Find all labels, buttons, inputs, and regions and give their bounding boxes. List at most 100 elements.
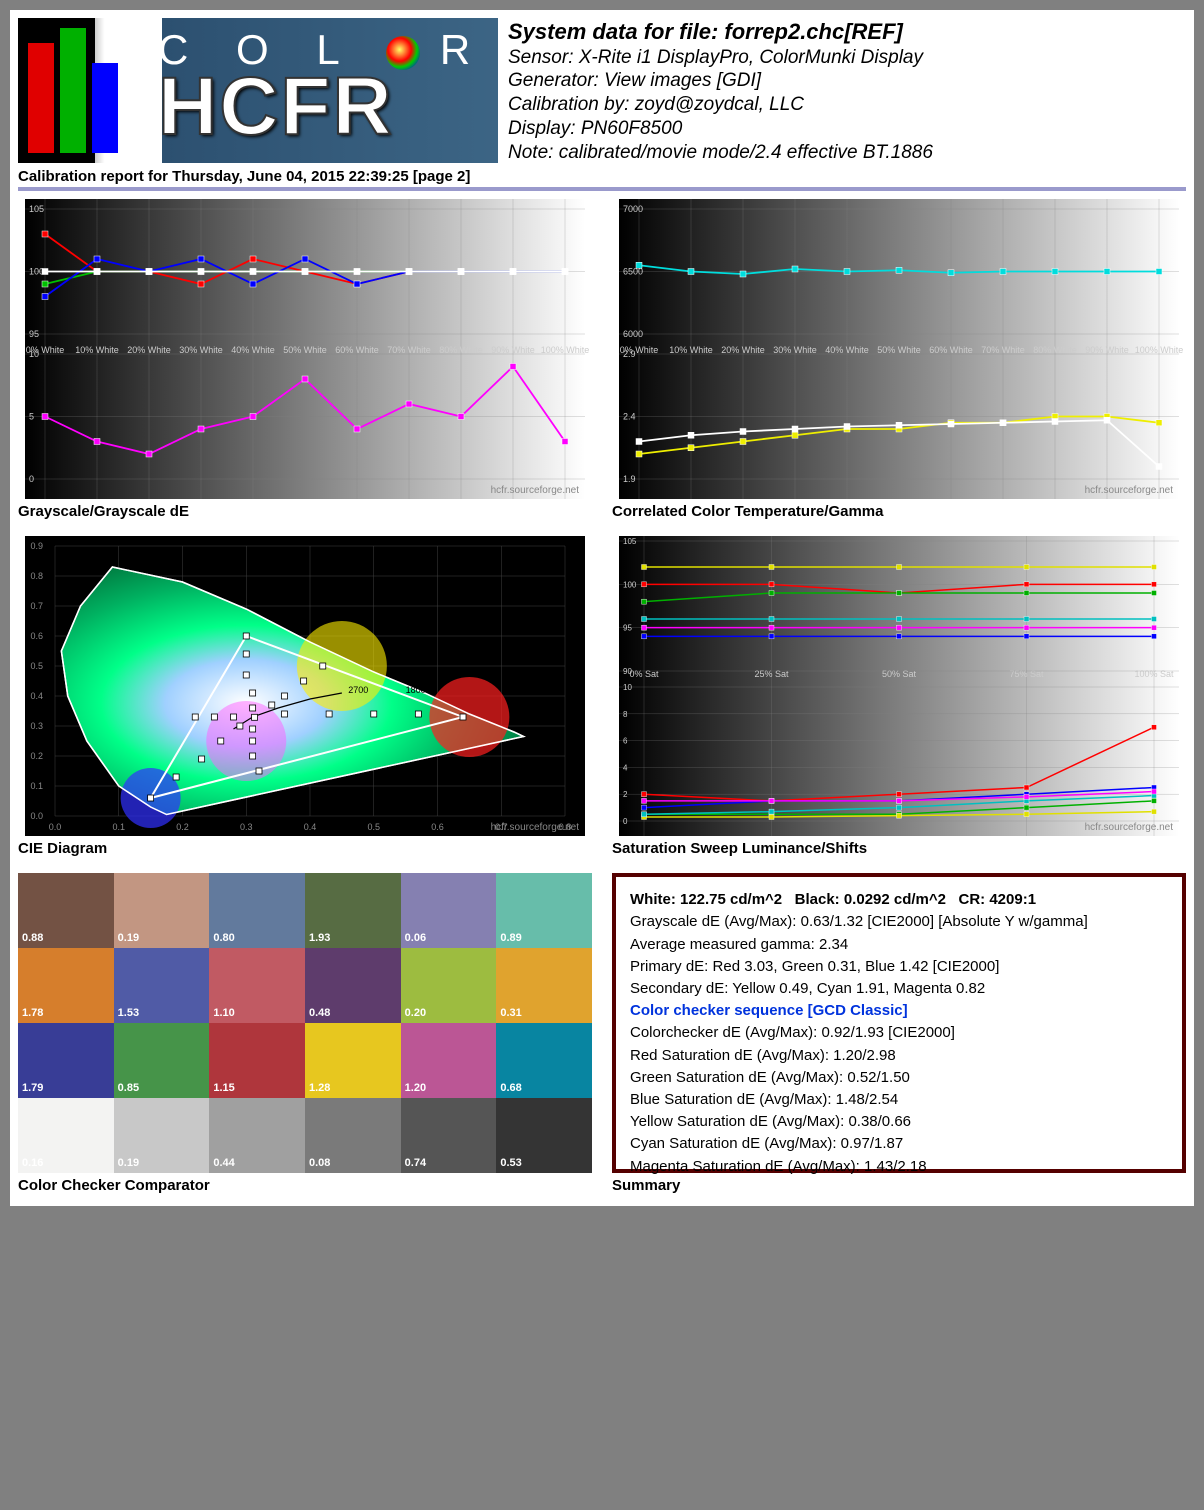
- cct-gamma-chart: 0% White10% White20% White30% White40% W…: [612, 199, 1186, 499]
- color-checker-cell: 0.31: [496, 948, 592, 1023]
- svg-text:90% White: 90% White: [491, 345, 535, 355]
- saturation-chart: 0% Sat 25% Sat 50% Sat 75% Sat 100% Sat 90 95 1…: [612, 536, 1186, 836]
- grayscale-chart: 0% White10% White20% White30% White40% W…: [18, 199, 592, 499]
- color-checker-cell: 0.74: [401, 1098, 497, 1173]
- svg-text:0.7: 0.7: [30, 601, 43, 611]
- color-checker-cell: 0.80: [209, 873, 305, 948]
- color-checker-cell: 0.19: [114, 1098, 210, 1173]
- svg-text:0.4: 0.4: [304, 822, 317, 832]
- svg-text:0.0: 0.0: [30, 811, 43, 821]
- svg-text:0.8: 0.8: [30, 571, 43, 581]
- svg-text:0.2: 0.2: [176, 822, 189, 832]
- svg-text:70% White: 70% White: [387, 345, 431, 355]
- svg-text:10% White: 10% White: [669, 345, 713, 355]
- svg-text:0.0: 0.0: [49, 822, 62, 832]
- svg-text:90: 90: [623, 667, 632, 676]
- svg-text:8: 8: [623, 710, 628, 719]
- svg-text:0.9: 0.9: [30, 541, 43, 551]
- cie-diagram: 0.0 0.1 0.2 0.3 0.4 0.5 0.6 0.7 0.8 0.0 0.1 0.2 0.3 0…: [18, 536, 592, 836]
- color-checker-cell: 0.08: [305, 1098, 401, 1173]
- color-checker-cell: 0.68: [496, 1023, 592, 1098]
- color-checker-cell: 1.93: [305, 873, 401, 948]
- color-checker-cell: 1.79: [18, 1023, 114, 1098]
- color-checker-comparator: 0.880.190.801.930.060.891.781.531.100.48…: [18, 873, 592, 1173]
- svg-text:80% White: 80% White: [1033, 345, 1077, 355]
- svg-text:6000: 6000: [623, 329, 643, 339]
- svg-text:100% White: 100% White: [541, 345, 590, 355]
- svg-text:hcfr.sourceforge.net: hcfr.sourceforge.net: [491, 822, 580, 833]
- svg-text:1.9: 1.9: [623, 474, 636, 484]
- svg-text:75% Sat: 75% Sat: [1009, 669, 1044, 679]
- color-checker-cell: 1.28: [305, 1023, 401, 1098]
- svg-text:10: 10: [29, 349, 39, 359]
- cc-title: Color Checker Comparator: [18, 1173, 592, 1198]
- svg-text:4: 4: [623, 764, 628, 773]
- svg-text:50% Sat: 50% Sat: [882, 669, 917, 679]
- hcfr-logo: C O L R HCFR: [18, 18, 498, 163]
- svg-text:95: 95: [623, 624, 632, 633]
- svg-text:0: 0: [623, 817, 628, 826]
- color-checker-cell: 0.48: [305, 948, 401, 1023]
- system-info: System data for file: forrep2.chc[REF] S…: [508, 18, 1186, 164]
- svg-text:5: 5: [29, 412, 34, 422]
- svg-text:0.3: 0.3: [240, 822, 253, 832]
- svg-text:105: 105: [623, 537, 637, 546]
- svg-text:20% White: 20% White: [127, 345, 171, 355]
- summary-box: White: 122.75 cd/m^2 Black: 0.0292 cd/m^…: [612, 873, 1186, 1173]
- svg-text:0.6: 0.6: [431, 822, 444, 832]
- svg-text:10% White: 10% White: [75, 345, 119, 355]
- svg-text:2: 2: [623, 790, 628, 799]
- svg-text:30% White: 30% White: [179, 345, 223, 355]
- color-checker-cell: 0.53: [496, 1098, 592, 1173]
- color-checker-cell: 1.53: [114, 948, 210, 1023]
- color-checker-cell: 1.10: [209, 948, 305, 1023]
- svg-text:25% Sat: 25% Sat: [754, 669, 789, 679]
- svg-text:80% White: 80% White: [439, 345, 483, 355]
- color-checker-cell: 0.88: [18, 873, 114, 948]
- svg-text:7000: 7000: [623, 204, 643, 214]
- report-title: Calibration report for Thursday, June 04…: [18, 164, 1186, 191]
- svg-text:10: 10: [623, 683, 632, 692]
- svg-text:40% White: 40% White: [825, 345, 869, 355]
- color-checker-cell: 0.89: [496, 873, 592, 948]
- svg-text:90% White: 90% White: [1085, 345, 1129, 355]
- color-checker-cell: 0.16: [18, 1098, 114, 1173]
- svg-text:0.3: 0.3: [30, 721, 43, 731]
- svg-text:6: 6: [623, 737, 628, 746]
- svg-text:0.5: 0.5: [30, 661, 43, 671]
- svg-text:50% White: 50% White: [283, 345, 327, 355]
- color-checker-cell: 1.20: [401, 1023, 497, 1098]
- svg-text:0.4: 0.4: [30, 691, 43, 701]
- cct-title: Correlated Color Temperature/Gamma: [612, 499, 1186, 524]
- color-checker-cell: 0.06: [401, 873, 497, 948]
- svg-text:0.6: 0.6: [30, 631, 43, 641]
- color-checker-cell: 0.20: [401, 948, 497, 1023]
- svg-text:2.9: 2.9: [623, 349, 636, 359]
- color-checker-cell: 0.19: [114, 873, 210, 948]
- svg-text:0.1: 0.1: [30, 781, 43, 791]
- svg-text:50% White: 50% White: [877, 345, 921, 355]
- svg-text:100% Sat: 100% Sat: [1134, 669, 1174, 679]
- svg-text:100: 100: [623, 581, 637, 590]
- saturation-title: Saturation Sweep Luminance/Shifts: [612, 836, 1186, 861]
- grayscale-title: Grayscale/Grayscale dE: [18, 499, 592, 524]
- svg-text:0.1: 0.1: [112, 822, 125, 832]
- svg-text:95: 95: [29, 329, 39, 339]
- svg-text:2.4: 2.4: [623, 412, 636, 422]
- svg-text:hcfr.sourceforge.net: hcfr.sourceforge.net: [1085, 822, 1174, 833]
- svg-text:100% White: 100% White: [1135, 345, 1184, 355]
- svg-text:hcfr.sourceforge.net: hcfr.sourceforge.net: [1085, 485, 1174, 496]
- cie-title: CIE Diagram: [18, 836, 592, 861]
- svg-text:70% White: 70% White: [981, 345, 1025, 355]
- svg-text:1800: 1800: [406, 685, 426, 695]
- svg-text:60% White: 60% White: [335, 345, 379, 355]
- svg-text:0: 0: [29, 474, 34, 484]
- svg-text:0.5: 0.5: [367, 822, 380, 832]
- color-checker-cell: 0.85: [114, 1023, 210, 1098]
- svg-text:0% Sat: 0% Sat: [629, 669, 659, 679]
- svg-text:30% White: 30% White: [773, 345, 817, 355]
- svg-text:0.2: 0.2: [30, 751, 43, 761]
- color-checker-cell: 1.78: [18, 948, 114, 1023]
- svg-text:20% White: 20% White: [721, 345, 765, 355]
- svg-text:hcfr.sourceforge.net: hcfr.sourceforge.net: [491, 485, 580, 496]
